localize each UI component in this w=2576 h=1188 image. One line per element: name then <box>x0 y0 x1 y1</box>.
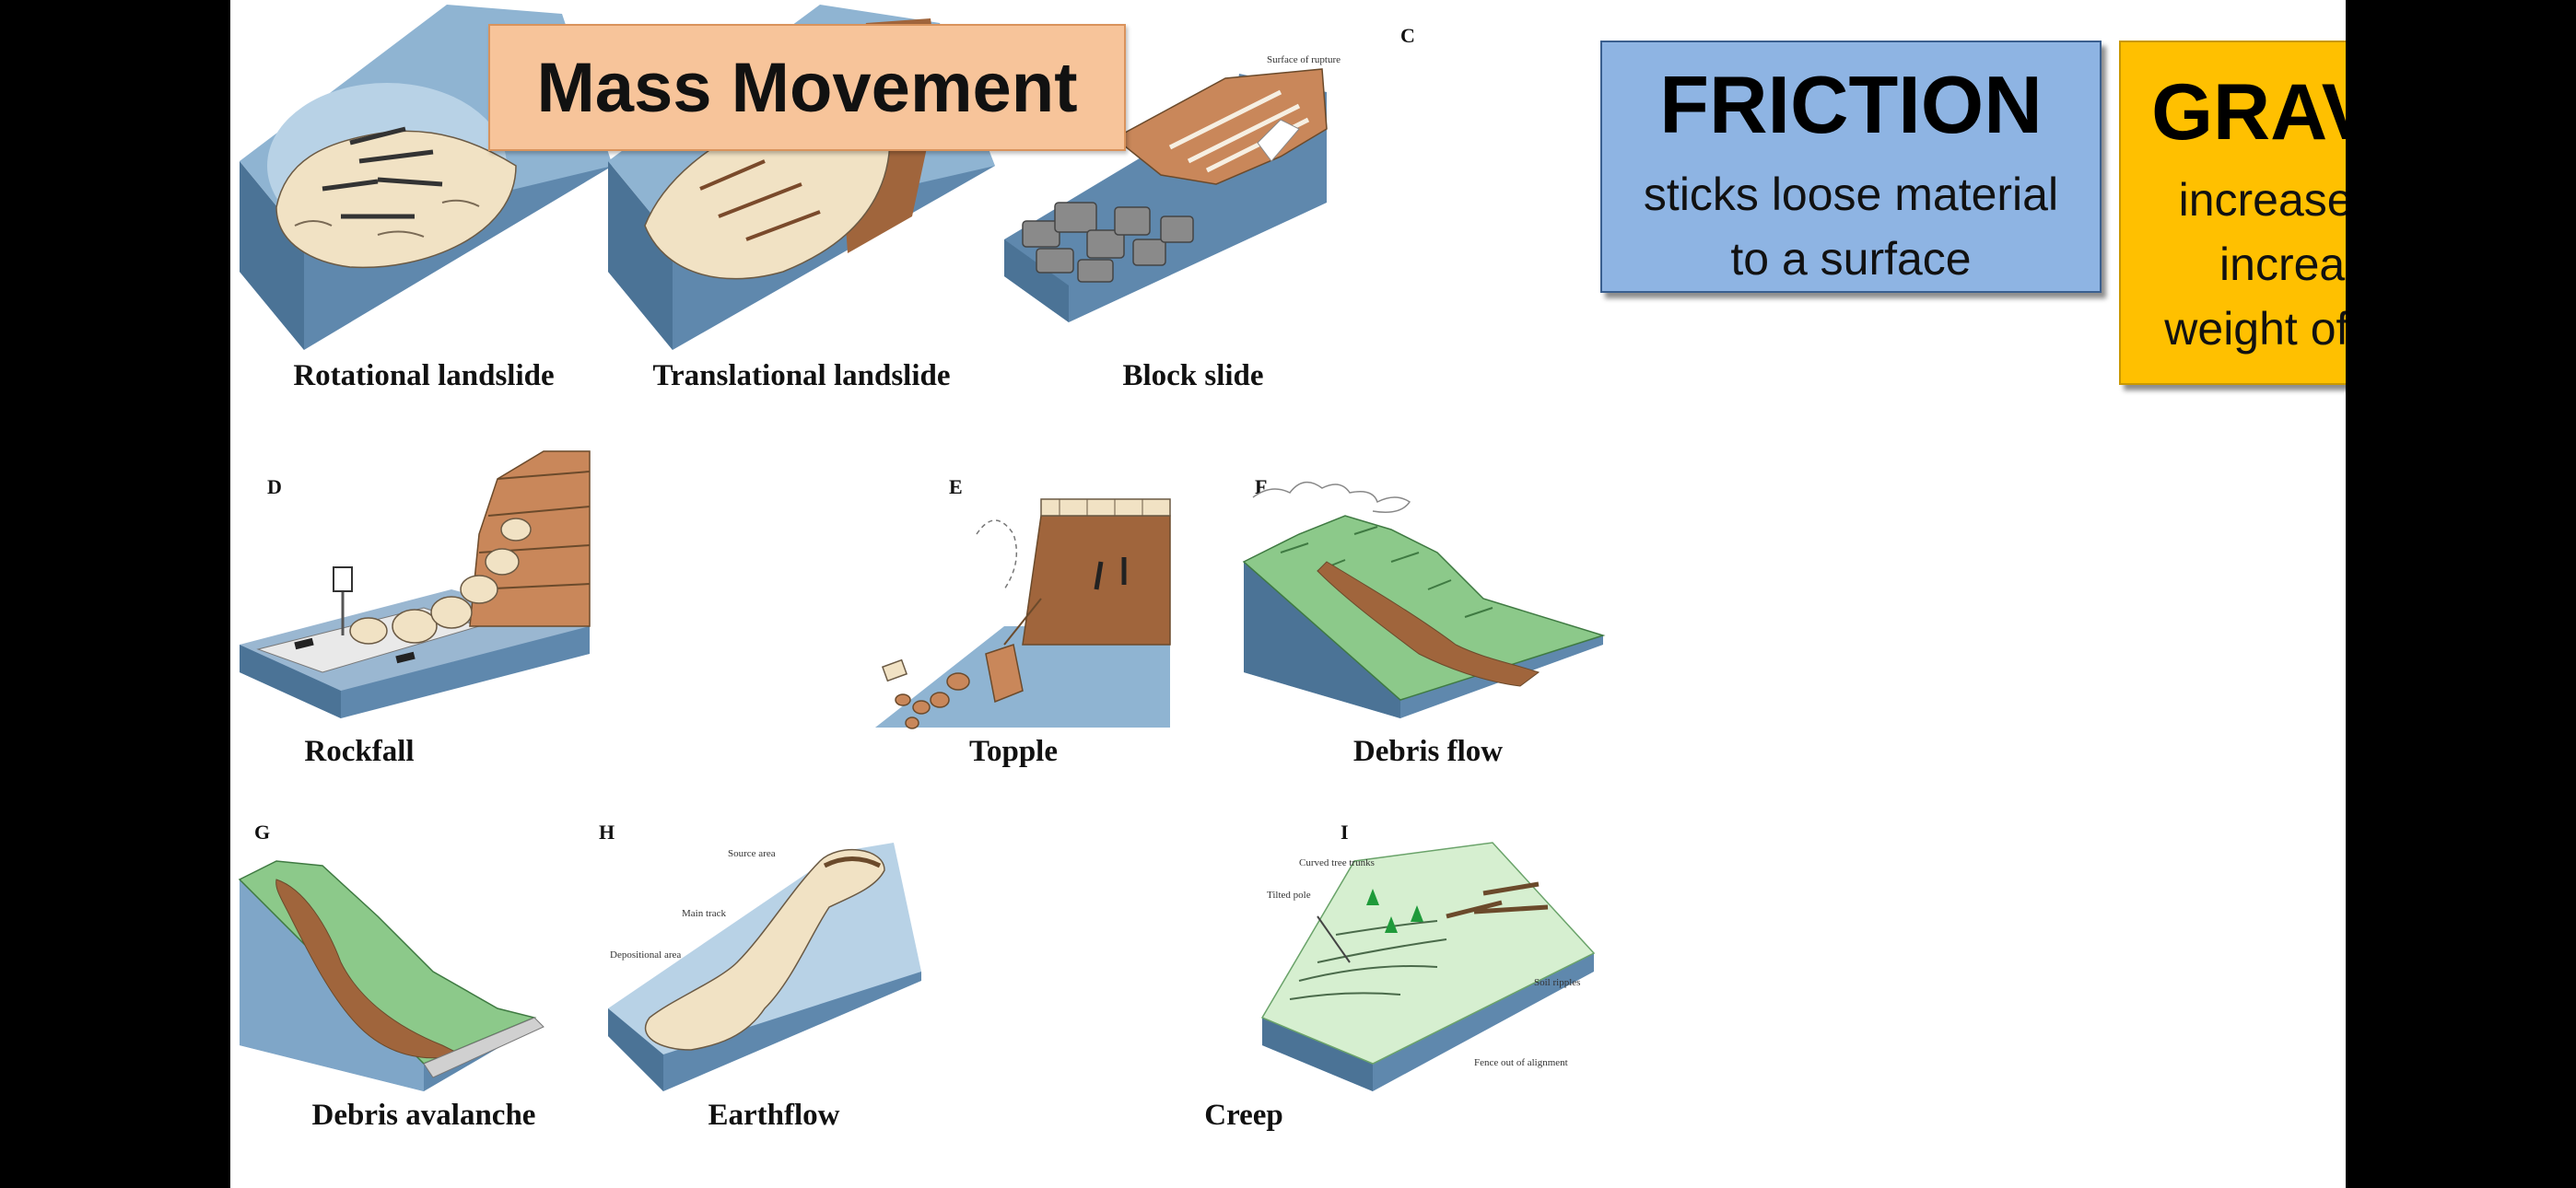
diagram-creep: I Curved tree trunks Tilted pole Soil ri… <box>1032 821 1596 1137</box>
slide-title-text: Mass Movement <box>536 48 1078 127</box>
caption-rotational-landslide: Rotational landslide <box>293 359 555 392</box>
gravity-heading: GRAVITY <box>2151 68 2346 157</box>
label-fence-out-of-alignment: Fence out of alignment <box>1474 1057 1568 1068</box>
friction-box: FRICTION sticks loose material to a surf… <box>1600 41 2102 293</box>
diagram-rockfall: D Rockfall <box>240 442 608 774</box>
label-depositional-area: Depositional area <box>610 949 681 961</box>
diagram-debris-avalanche: G Debris avalanche <box>238 821 608 1137</box>
caption-debris-avalanche: Debris avalanche <box>311 1099 536 1132</box>
label-soil-ripples: Soil ripples <box>1534 977 1580 988</box>
diagram-debris-flow: F Debris flow <box>1242 460 1612 774</box>
gravity-box: GRAVITY increases with increasing weight… <box>2119 41 2346 385</box>
debris-avalanche-illustration <box>238 860 544 1091</box>
label-tilted-pole: Tilted pole <box>1267 890 1311 901</box>
caption-rockfall: Rockfall <box>304 735 415 768</box>
caption-topple: Topple <box>968 735 1058 768</box>
letter-h: H <box>599 821 615 844</box>
label-surface-of-rupture-c: Surface of rupture <box>1267 54 1341 65</box>
earthflow-illustration: Source area Main track Depositional area <box>608 843 921 1091</box>
letter-d: D <box>267 475 282 498</box>
caption-translational-landslide: Translational landslide <box>652 359 951 392</box>
caption-earthflow: Earthflow <box>708 1099 840 1132</box>
letter-g: G <box>254 821 271 844</box>
rockfall-illustration <box>240 450 591 718</box>
debris-flow-illustration <box>1242 481 1606 718</box>
diagram-earthflow: H Source area Main track Depositional ar… <box>599 821 995 1137</box>
creep-illustration: Curved tree trunks Tilted pole Soil ripp… <box>1260 842 1596 1091</box>
caption-creep: Creep <box>1204 1099 1283 1132</box>
slide-title: Mass Movement <box>488 24 1126 151</box>
friction-heading: FRICTION <box>1659 59 2043 150</box>
label-main-track: Main track <box>682 908 726 919</box>
letter-e: E <box>949 475 963 498</box>
label-source-area: Source area <box>728 848 776 859</box>
caption-debris-flow: Debris flow <box>1352 735 1504 768</box>
diagram-block-slide: C Surface of rupture Block slide <box>1004 18 1415 401</box>
gravity-description: increases with increasing weight of obje… <box>2164 174 2346 355</box>
caption-block-slide: Block slide <box>1122 359 1264 392</box>
block-slide-illustration: Surface of rupture <box>1004 54 1341 322</box>
friction-description: sticks loose material to a surface <box>1643 169 2059 285</box>
topple-illustration <box>875 498 1171 729</box>
letter-i: I <box>1341 821 1349 844</box>
label-curved-tree-trunks: Curved tree trunks <box>1299 857 1375 868</box>
slide: Rotational landslide Surface of rupture … <box>230 0 2346 1188</box>
diagram-topple: E Topple <box>645 460 1171 774</box>
letter-c: C <box>1400 24 1415 47</box>
